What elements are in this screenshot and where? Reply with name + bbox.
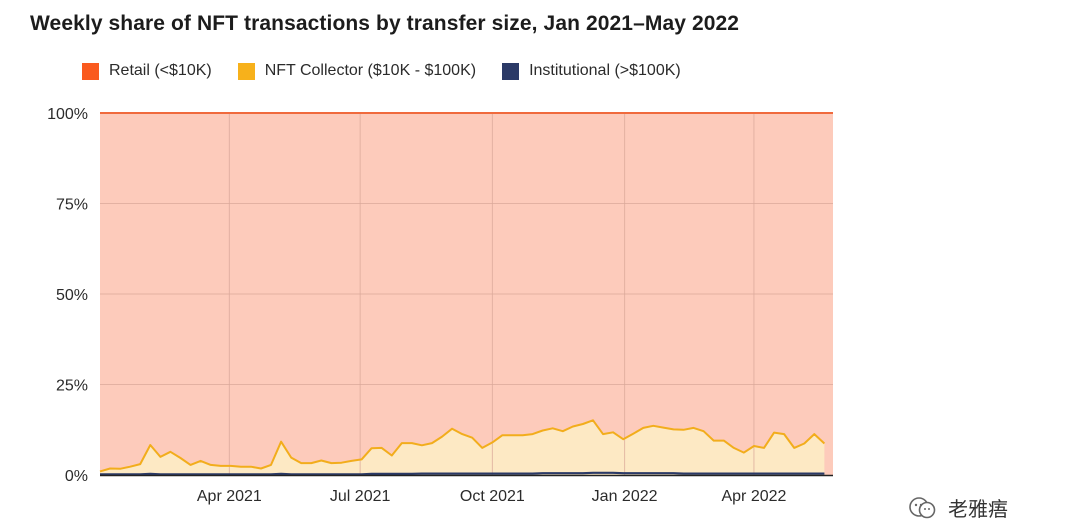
legend-item-retail: Retail (<$10K) [82, 62, 212, 80]
x-tick-label: Jul 2021 [330, 488, 391, 505]
nft-collector-area [100, 420, 825, 475]
legend-swatch-nft-collector [237, 62, 255, 80]
nft-collector-series-line [99, 419, 826, 473]
x-tick-label: Apr 2021 [197, 488, 262, 505]
legend-swatch-institutional [502, 62, 520, 80]
chart-title: Weekly share of NFT transactions by tran… [30, 12, 740, 35]
legend-item-nft-collector: NFT Collector ($10K - $100K) [237, 62, 477, 80]
y-tick-label: 75% [56, 197, 88, 214]
y-tick-label: 50% [56, 287, 88, 304]
legend-item-institutional: Institutional (>$100K) [502, 62, 681, 80]
y-tick-label: 0% [65, 468, 88, 485]
legend-label-institutional: Institutional (>$100K) [529, 62, 681, 79]
legend-label-retail: Retail (<$10K) [109, 62, 212, 79]
legend-swatch-retail [82, 62, 99, 80]
institutional-series-line [100, 471, 825, 476]
x-tick-label: Apr 2022 [721, 488, 786, 505]
watermark-text: 老雅痦 [948, 499, 1008, 521]
legend-label-nft-collector: NFT Collector ($10K - $100K) [264, 62, 477, 79]
chart-legend: Retail (<$10K) NFT Collector ($10K - $10… [82, 62, 707, 80]
wechat-official-account-icon [909, 496, 936, 518]
watermark: 老雅痦 [906, 493, 1008, 522]
y-tick-label: 25% [56, 378, 88, 395]
x-tick-label: Oct 2021 [460, 488, 525, 505]
y-tick-label: 100% [47, 106, 88, 123]
x-tick-label: Jan 2022 [592, 488, 658, 505]
